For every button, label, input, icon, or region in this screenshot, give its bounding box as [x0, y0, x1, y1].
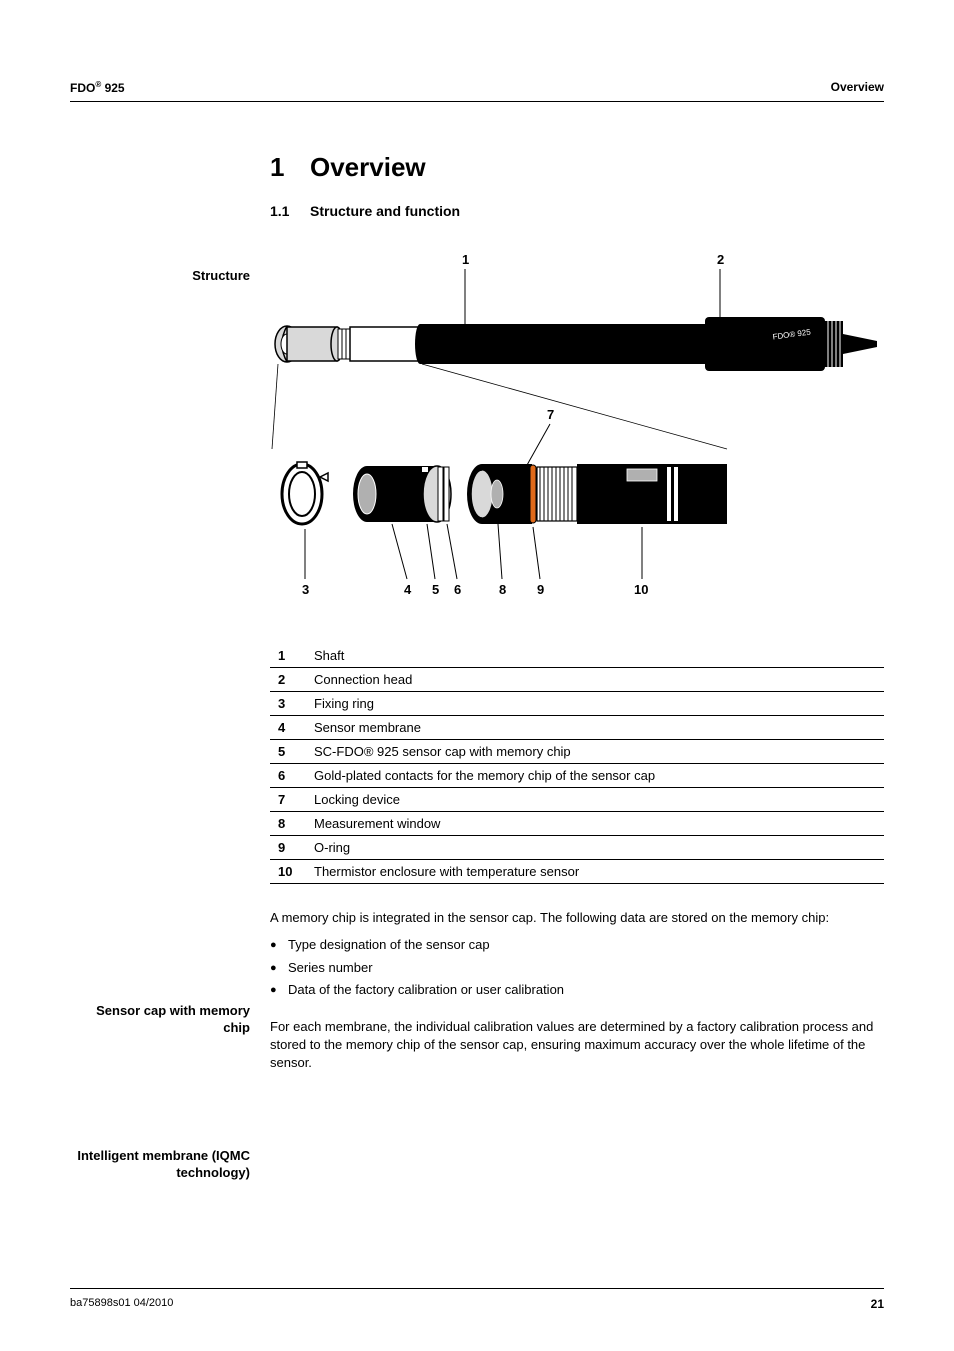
iqmc-text: For each membrane, the individual calibr… — [270, 1018, 884, 1073]
section-title: Structure and function — [310, 203, 460, 219]
part-num: 1 — [270, 644, 306, 668]
part-desc: Measurement window — [306, 812, 884, 836]
header-right: Overview — [831, 80, 884, 95]
table-row: 2Connection head — [270, 668, 884, 692]
callout-9: 9 — [537, 582, 544, 597]
side-label-sensor-cap: Sensor cap with memory chip — [70, 1003, 250, 1037]
callout-3: 3 — [302, 582, 309, 597]
memory-chip-intro: A memory chip is integrated in the senso… — [270, 909, 884, 927]
part-desc: Shaft — [306, 644, 884, 668]
list-item: Series number — [270, 958, 884, 978]
table-row: 8Measurement window — [270, 812, 884, 836]
memory-chip-bullets: Type designation of the sensor cap Serie… — [270, 935, 884, 1000]
callout-2: 2 — [717, 252, 724, 267]
section-heading: 1.1 Structure and function — [270, 203, 884, 219]
header-product-prefix: FDO — [70, 81, 95, 95]
chapter-title: Overview — [310, 152, 426, 183]
table-row: 4Sensor membrane — [270, 716, 884, 740]
callout-8: 8 — [499, 582, 506, 597]
part-num: 4 — [270, 716, 306, 740]
callout-6: 6 — [454, 582, 461, 597]
parts-table: 1Shaft 2Connection head 3Fixing ring 4Se… — [270, 644, 884, 884]
part-desc: SC-FDO® 925 sensor cap with memory chip — [306, 740, 884, 764]
part-num: 9 — [270, 836, 306, 860]
table-row: 6Gold-plated contacts for the memory chi… — [270, 764, 884, 788]
table-row: 7Locking device — [270, 788, 884, 812]
table-row: 3Fixing ring — [270, 692, 884, 716]
list-item: Data of the factory calibration or user … — [270, 980, 884, 1000]
part-num: 7 — [270, 788, 306, 812]
part-desc: Connection head — [306, 668, 884, 692]
part-desc: Thermistor enclosure with temperature se… — [306, 860, 884, 884]
side-label-structure: Structure — [70, 268, 250, 285]
part-desc: O-ring — [306, 836, 884, 860]
footer-left: ba75898s01 04/2010 — [70, 1297, 173, 1311]
part-num: 3 — [270, 692, 306, 716]
part-desc: Locking device — [306, 788, 884, 812]
part-num: 6 — [270, 764, 306, 788]
table-row: 5SC-FDO® 925 sensor cap with memory chip — [270, 740, 884, 764]
page-footer: ba75898s01 04/2010 21 — [70, 1288, 884, 1311]
side-label-iqmc: Intelligent membrane (IQMC technology) — [70, 1148, 250, 1182]
callout-4: 4 — [404, 582, 412, 597]
footer-page-number: 21 — [871, 1297, 884, 1311]
table-row: 10Thermistor enclosure with temperature … — [270, 860, 884, 884]
section-number: 1.1 — [270, 203, 310, 219]
chapter-number: 1 — [270, 152, 310, 183]
header-left: FDO® 925 — [70, 80, 125, 95]
part-desc: Gold-plated contacts for the memory chip… — [306, 764, 884, 788]
header-product-suffix: 925 — [101, 81, 124, 95]
part-desc: Sensor membrane — [306, 716, 884, 740]
part-desc: Fixing ring — [306, 692, 884, 716]
part-num: 8 — [270, 812, 306, 836]
part-num: 2 — [270, 668, 306, 692]
table-row: 9O-ring — [270, 836, 884, 860]
sensor-diagram: 1 2 FDO® 925 — [270, 249, 884, 629]
callout-10: 10 — [634, 582, 648, 597]
callout-5: 5 — [432, 582, 439, 597]
callout-7: 7 — [547, 407, 554, 422]
table-row: 1Shaft — [270, 644, 884, 668]
page-header: FDO® 925 Overview — [70, 80, 884, 102]
list-item: Type designation of the sensor cap — [270, 935, 884, 955]
callout-1: 1 — [462, 252, 469, 267]
part-num: 10 — [270, 860, 306, 884]
chapter-heading: 1 Overview — [270, 152, 884, 183]
part-num: 5 — [270, 740, 306, 764]
